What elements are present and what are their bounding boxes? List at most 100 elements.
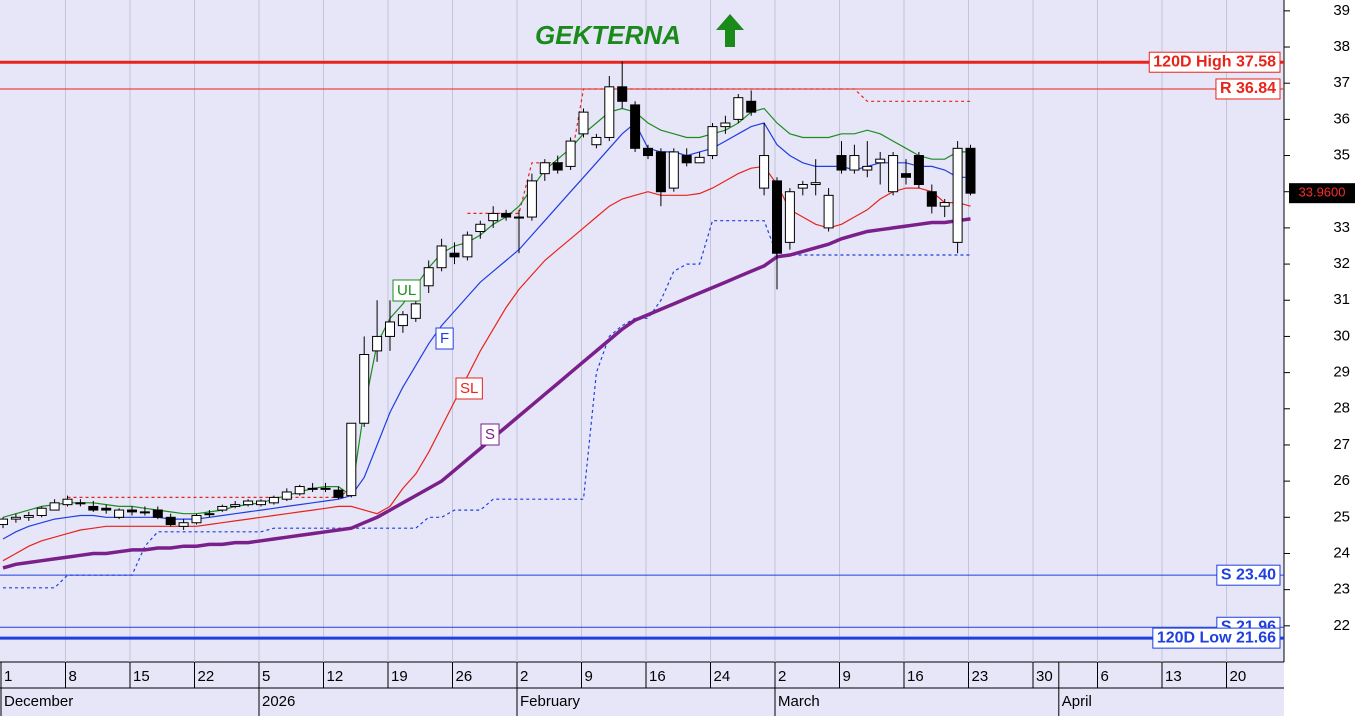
candle-body [772, 180, 782, 254]
candle-body [526, 180, 537, 218]
level-label: R 36.84 [1220, 80, 1276, 97]
candle-body [268, 496, 279, 504]
candle-body [204, 513, 215, 516]
candle-body [333, 489, 344, 498]
candle-body [217, 505, 228, 511]
candle-body [462, 234, 473, 258]
y-tick-label: 37 [1333, 74, 1350, 91]
candle-body [320, 487, 331, 490]
candle-body [862, 165, 873, 171]
trail-line [3, 220, 971, 589]
y-tick-label: 38 [1333, 38, 1350, 55]
y-tick-label: 23 [1333, 581, 1350, 598]
series-label-box [435, 327, 454, 350]
y-tick-label: 27 [1333, 436, 1350, 453]
x-tick-label: 30 [1036, 668, 1053, 685]
x-tick-label: 16 [907, 668, 924, 685]
month-label: March [778, 693, 820, 710]
candle-body [655, 151, 666, 193]
candle-body [759, 155, 770, 189]
candle-body [101, 507, 112, 511]
x-axis-background [0, 662, 1284, 716]
candle-body [230, 504, 241, 507]
candle-body [888, 155, 899, 193]
candle-body [178, 522, 189, 527]
candle-body [385, 321, 395, 337]
candle-body [926, 191, 937, 207]
candle-body [139, 511, 150, 514]
x-tick-label: 24 [714, 668, 731, 685]
up-arrow-icon [716, 14, 744, 47]
candle-body [849, 155, 860, 171]
candle-body [952, 147, 963, 243]
last-price-label: 33.9600 [1299, 185, 1346, 200]
x-tick-label: 26 [456, 668, 473, 685]
candle-body [372, 335, 383, 352]
candle-body [578, 111, 589, 135]
candle-body [307, 487, 318, 490]
candle-body [913, 155, 924, 185]
candle-body [591, 136, 602, 146]
x-tick-label: 15 [133, 668, 150, 685]
level-label-box [1152, 627, 1281, 649]
candle-body [346, 422, 357, 497]
candle-body [694, 156, 705, 164]
y-tick-label: 28 [1333, 400, 1350, 417]
candle-body [643, 147, 653, 157]
candle-body [797, 183, 808, 189]
month-label: February [520, 693, 581, 710]
candle-body [514, 216, 524, 219]
y-tick-label: 30 [1333, 327, 1350, 344]
series-label: S [485, 426, 495, 443]
chart-title: GEKTERNA [535, 20, 681, 50]
candle-body [707, 126, 718, 157]
x-tick-label: 22 [198, 668, 215, 685]
series-label: F [440, 330, 449, 347]
candle-body [733, 97, 744, 120]
series-label-box [480, 423, 500, 446]
candle-body [152, 509, 163, 518]
candle-body [243, 500, 254, 506]
candle-body [397, 314, 408, 327]
y-tick-label: 22 [1333, 617, 1350, 634]
series-label-box [392, 279, 421, 302]
candle-body [165, 516, 176, 526]
candle-body [501, 212, 512, 218]
x-tick-label: 9 [843, 668, 851, 685]
candle-body [475, 223, 486, 233]
candle-body [191, 514, 202, 524]
series-label: SL [460, 380, 478, 397]
y-tick-label: 25 [1333, 508, 1350, 525]
indicator-line [2, 107, 971, 518]
level-label-box [1148, 51, 1281, 73]
candle-body [823, 194, 834, 229]
x-tick-label: 1 [4, 668, 12, 685]
x-tick-label: 2 [778, 668, 786, 685]
candle-body [565, 140, 576, 167]
month-label: 2026 [262, 693, 295, 710]
level-label-box [1215, 78, 1281, 100]
candle-body [939, 202, 950, 207]
candle-body [720, 122, 731, 128]
candle-body [423, 267, 434, 287]
candle-body [539, 162, 550, 175]
y-tick-label: 39 [1333, 2, 1350, 19]
candle-body [875, 158, 886, 164]
candle-body [114, 509, 125, 518]
candle-body [359, 354, 370, 424]
candle-body [49, 502, 60, 511]
indicator-line [2, 122, 971, 540]
series-label-box [455, 377, 483, 400]
y-tick-label: 26 [1333, 472, 1350, 489]
candle-body [436, 245, 447, 269]
x-tick-label: 12 [327, 668, 344, 685]
trail-line [67, 88, 971, 498]
candle-body [256, 500, 266, 506]
candle-body [10, 516, 21, 520]
y-tick-label: 24 [1333, 544, 1350, 561]
y-axis-background [1284, 0, 1362, 662]
candle-body [681, 155, 692, 164]
